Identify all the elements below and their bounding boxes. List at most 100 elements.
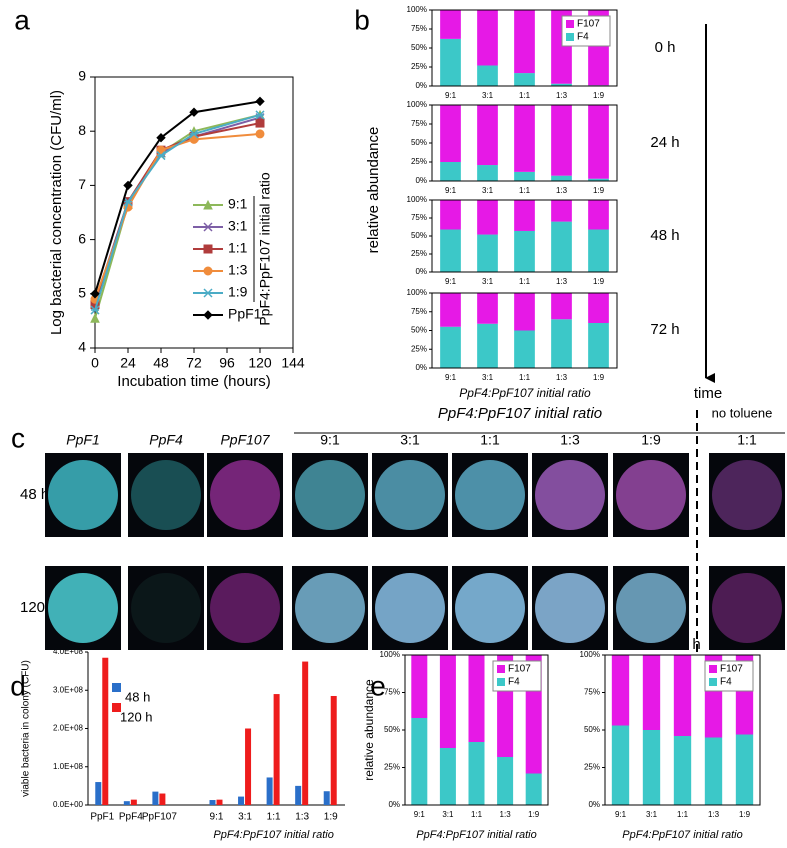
marker: [203, 310, 213, 320]
colony: [616, 460, 686, 530]
x-tick-label: 1:1: [519, 91, 531, 100]
y-tick-label: 100%: [407, 5, 427, 14]
bar-segment: [440, 162, 461, 181]
y-tick-label: 75%: [411, 213, 427, 222]
bar-segment: [497, 757, 514, 805]
legend-swatch: [566, 33, 574, 41]
y-tick-label: 4: [78, 339, 86, 355]
bar: [330, 695, 337, 805]
y-tick-label: 25%: [411, 344, 427, 353]
y-tick-label: 8: [78, 122, 86, 138]
column-header: 9:1: [320, 432, 340, 448]
y-tick-label: 75%: [411, 307, 427, 316]
x-tick-label: 1:9: [593, 91, 605, 100]
column-header: 1:1: [737, 432, 757, 448]
y-tick-label: 0%: [588, 800, 600, 809]
column-header: PpF1: [66, 432, 99, 448]
bar-segment: [673, 655, 692, 736]
colony: [455, 460, 525, 530]
y-axis-label: viable bacteria in colony (CFU): [21, 660, 32, 797]
legend-swatch: [709, 678, 717, 686]
marker: [156, 151, 166, 161]
x-tick-label: PpF1: [90, 812, 114, 823]
x-tick-label: 1:1: [471, 810, 483, 819]
plot-frame: [431, 292, 618, 369]
colony: [131, 573, 201, 643]
y-tick-label: 6: [78, 230, 86, 246]
bar-segment: [440, 105, 461, 162]
bar-segment: [611, 725, 630, 805]
bar-segment: [642, 655, 661, 730]
legend-label: F107: [720, 664, 743, 675]
arrow-label: time: [694, 385, 722, 402]
legend-label: PpF1: [228, 306, 262, 322]
legend-label: F4: [720, 677, 732, 688]
x-tick-label: 1:3: [556, 186, 568, 195]
y-tick-label: 50%: [384, 725, 400, 734]
bar-segment: [551, 105, 572, 176]
x-tick-label: 9:1: [445, 373, 457, 382]
y-tick-label: 75%: [584, 688, 600, 697]
bar-segment: [411, 655, 428, 718]
panel-letter: d: [10, 670, 26, 701]
colony: [712, 460, 782, 530]
y-tick-label: 100%: [407, 100, 427, 109]
bar-segment: [477, 293, 498, 324]
x-tick-label: 1:9: [739, 810, 751, 819]
y-tick-label: 100%: [407, 195, 427, 204]
bar-segment: [477, 200, 498, 235]
bar-segment: [551, 293, 572, 320]
legend-label: 1:1: [228, 240, 248, 256]
bar-segment: [477, 65, 498, 86]
bar: [123, 801, 130, 805]
legend-label: 48 h: [125, 689, 150, 704]
plot-frame: [404, 654, 549, 806]
bar-segment: [735, 734, 754, 805]
x-axis-label: Incubation time (hours): [117, 373, 270, 390]
bar-segment: [477, 234, 498, 272]
bar-segment: [477, 10, 498, 66]
chart-title: 48 h: [650, 227, 679, 244]
column-header: 3:1: [400, 432, 420, 448]
marker: [203, 244, 213, 254]
colony: [210, 460, 280, 530]
legend-swatch: [112, 703, 121, 712]
bar-segment: [440, 293, 461, 327]
y-tick-label: 7: [78, 176, 86, 192]
y-tick-label: 100%: [580, 650, 600, 659]
bar: [102, 657, 109, 805]
y-tick-label: 0%: [415, 267, 427, 276]
bar: [266, 777, 273, 805]
legend-title: PpF4:PpF107 initial ratio: [257, 172, 273, 326]
bar-segment: [551, 175, 572, 181]
y-tick-label: 25%: [584, 763, 600, 772]
x-tick-label: 1:3: [708, 810, 720, 819]
colony: [210, 573, 280, 643]
bar-segment: [704, 737, 723, 805]
x-tick-label: 9:1: [615, 810, 627, 819]
legend-label: 120 h: [120, 709, 153, 724]
legend-label: 1:9: [228, 284, 248, 300]
legend-label: 9:1: [228, 196, 248, 212]
bar-segment: [468, 655, 485, 742]
x-tick-label: 144: [281, 355, 305, 371]
y-tick-label: 5: [78, 285, 86, 301]
panel-letter: c: [11, 422, 25, 453]
column-header: PpF4: [149, 432, 183, 448]
x-tick-label: 72: [186, 355, 202, 371]
chart-title: 24 h: [650, 134, 679, 151]
bar-segment: [514, 10, 535, 74]
legend-swatch: [497, 678, 505, 686]
bar-segment: [514, 171, 535, 181]
y-tick-label: 75%: [384, 688, 400, 697]
x-tick-label: 1:3: [556, 91, 568, 100]
bar: [302, 661, 309, 805]
bar-segment: [440, 229, 461, 272]
x-tick-label: 1:9: [528, 810, 540, 819]
column-header: 1:1: [480, 432, 500, 448]
colony: [616, 573, 686, 643]
bar-segment: [439, 748, 456, 805]
bar-segment: [514, 230, 535, 272]
x-tick-label: 3:1: [442, 810, 454, 819]
legend-swatch: [566, 20, 574, 28]
